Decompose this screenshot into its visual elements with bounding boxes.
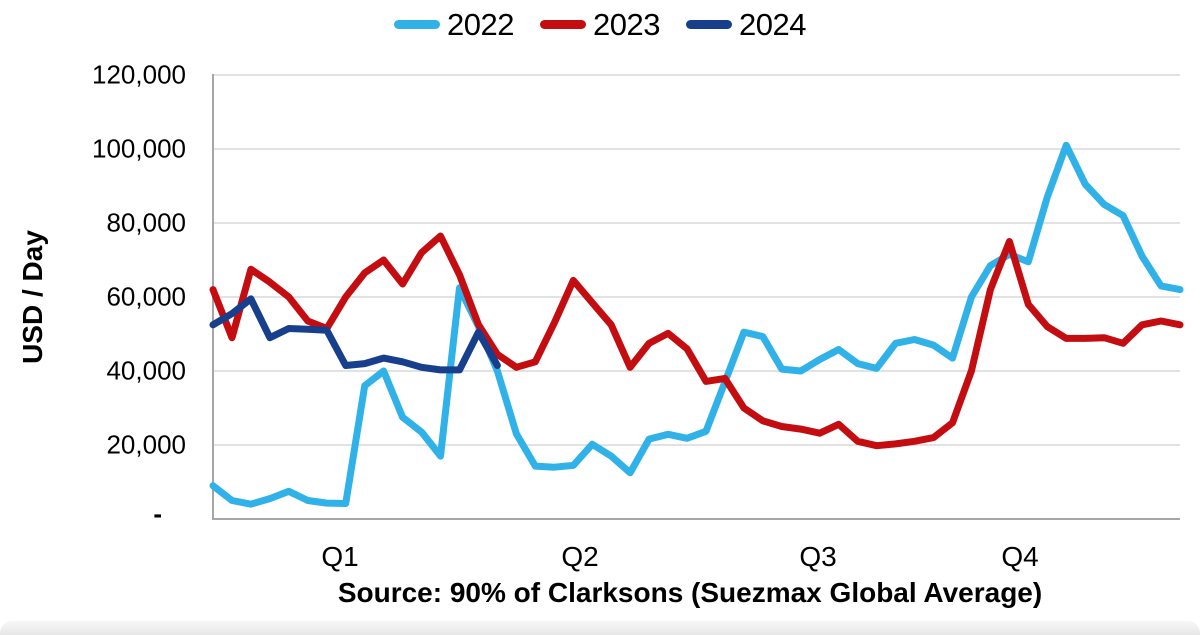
x-tick-label-q3: Q3 — [799, 541, 837, 572]
legend-swatch-2023 — [540, 19, 587, 29]
x-tick-label-q1: Q1 — [321, 541, 359, 572]
y-axis-title: USD / Day — [17, 230, 48, 364]
y-tick-label: 40,000 — [106, 355, 186, 386]
y-tick-label: 20,000 — [106, 429, 186, 460]
legend-label-2022: 2022 — [447, 6, 515, 42]
legend-item-2022: 2022 — [394, 6, 515, 42]
chart-legend: 2022 2023 2024 — [0, 4, 1200, 44]
y-tick-label: 60,000 — [106, 281, 186, 312]
legend-label-2023: 2023 — [593, 6, 660, 42]
source-note: Source: 90% of Clarksons (Suezmax Global… — [337, 577, 1043, 608]
x-tick-label-q4: Q4 — [1001, 541, 1039, 572]
y-tick-label-zero: - — [153, 498, 162, 529]
legend-swatch-2022 — [394, 19, 441, 29]
y-tick-label: 120,000 — [92, 59, 186, 90]
legend-item-2023: 2023 — [540, 9, 660, 40]
window-bottom-strip — [0, 621, 1200, 635]
legend-swatch-2024 — [685, 19, 732, 29]
y-tick-label: 100,000 — [92, 133, 186, 164]
legend-label-2024: 2024 — [738, 6, 806, 42]
y-tick-label: 80,000 — [106, 207, 186, 238]
legend-item-2024: 2024 — [685, 6, 806, 42]
x-tick-label-q2: Q2 — [561, 541, 599, 572]
